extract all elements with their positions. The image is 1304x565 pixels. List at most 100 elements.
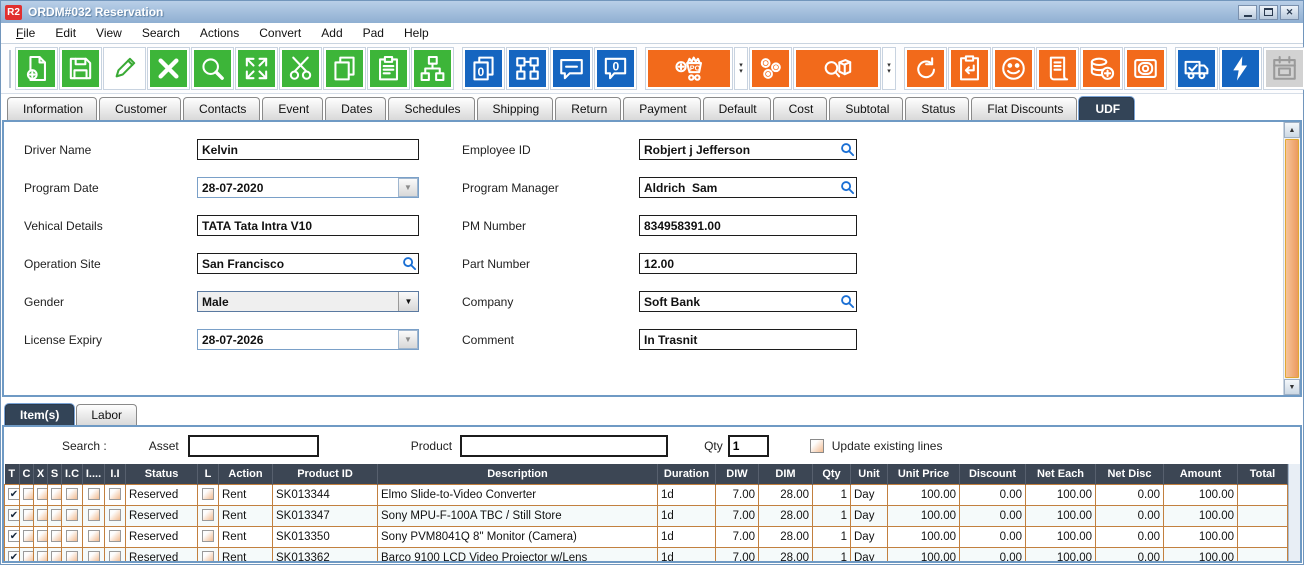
cell-i_c[interactable] [61,546,83,561]
row-checkbox-c[interactable] [23,509,33,522]
search-icon[interactable] [191,47,234,90]
column-header-c[interactable]: C [19,464,34,484]
maximize-button[interactable] [1259,4,1278,20]
column-header-net_each[interactable]: Net Each [1025,464,1096,484]
row-checkbox-c[interactable] [23,488,33,501]
tab-udf[interactable]: UDF [1079,97,1135,120]
row-checkbox-s[interactable] [51,488,61,501]
table-row[interactable]: ✔ Reserved Rent SK013347 Sony MPU-F-100A TBC… [4,504,1288,527]
chevron-down-icon[interactable]: ▼ [398,330,418,349]
row-checkbox-i_c[interactable] [66,509,78,522]
row-checkbox-i_dots[interactable] [87,488,100,501]
grid-scrollbar[interactable] [1288,464,1300,561]
cell-l[interactable] [197,546,219,561]
tab-customer[interactable]: Customer [99,97,182,120]
menu-item-help[interactable]: Help [403,26,429,40]
copy-icon[interactable] [323,47,366,90]
column-header-qty[interactable]: Qty [812,464,851,484]
tab-labor[interactable]: Labor [76,404,138,425]
row-checkbox-l[interactable] [202,551,214,561]
cell-c[interactable] [19,483,34,506]
menu-item-edit[interactable]: Edit [55,26,77,40]
cell-i_c[interactable] [61,483,83,506]
cell-c[interactable] [19,504,34,527]
receipt-icon[interactable] [1036,47,1079,90]
column-header-i_c[interactable]: I.C [61,464,83,484]
vehical-details-field[interactable]: TATA Tata Intra V10 [197,215,419,236]
column-header-l[interactable]: L [197,464,219,484]
row-checkbox-x[interactable] [37,509,47,522]
row-checkbox-x[interactable] [37,530,47,543]
row-checkbox-i_dots[interactable] [87,509,100,522]
row-checkbox-i_c[interactable] [66,530,78,543]
table-row[interactable]: ✔ Reserved Rent SK013350 Sony PVM8041Q 8" Mo… [4,525,1288,548]
scroll-down-icon[interactable]: ▼ [1284,379,1300,395]
menu-item-add[interactable]: Add [321,26,343,40]
smiley-icon[interactable] [992,47,1035,90]
tab-information[interactable]: Information [7,97,98,120]
scroll-up-icon[interactable]: ▲ [1284,122,1300,138]
row-checkbox-c[interactable] [23,530,33,543]
column-header-amount[interactable]: Amount [1163,464,1238,484]
cell-i_i[interactable] [104,483,126,506]
cell-i_i[interactable] [104,546,126,561]
cell-l[interactable] [197,525,219,548]
menu-item-view[interactable]: View [96,26,122,40]
row-checkbox-l[interactable] [202,530,214,543]
column-header-i_i[interactable]: I.I [104,464,126,484]
tab-payment[interactable]: Payment [623,97,701,120]
sitemap-icon[interactable] [506,47,549,90]
tab-contacts[interactable]: Contacts [183,97,261,120]
comment-field[interactable]: In Trasnit [639,329,857,350]
tab-dates[interactable]: Dates [325,97,387,120]
row-checkbox-t[interactable]: ✔ [8,551,19,561]
column-header-unit_price[interactable]: Unit Price [887,464,960,484]
table-row[interactable]: ✔ Reserved Rent SK013344 Elmo Slide-to-Video… [4,483,1288,506]
cell-i_dots[interactable] [82,504,105,527]
cut-icon[interactable] [279,47,322,90]
cell-l[interactable] [197,504,219,527]
column-header-description[interactable]: Description [377,464,658,484]
column-header-product_id[interactable]: Product ID [272,464,378,484]
delete-icon[interactable] [147,47,190,90]
add-coins-icon[interactable] [1080,47,1123,90]
chat-zero-icon[interactable]: 0 [594,47,637,90]
lightning-icon[interactable] [1219,47,1262,90]
search-product-icon[interactable] [793,47,881,90]
column-header-discount[interactable]: Discount [959,464,1026,484]
search-lookup-icon[interactable] [838,141,856,159]
cell-t[interactable]: ✔ [4,504,20,527]
product-search-input[interactable] [460,434,669,457]
license-expiry-field[interactable]: 28-07-2026 ▼ [197,329,419,350]
tab-return[interactable]: Return [555,97,622,120]
menu-item-pad[interactable]: Pad [362,26,384,40]
column-header-duration[interactable]: Duration [657,464,716,484]
form-scrollbar[interactable]: ▲ ▼ [1283,122,1300,395]
dropdown-arrows-icon[interactable]: ▾ ▾ [882,47,896,90]
row-checkbox-i_dots[interactable] [87,551,100,561]
row-checkbox-l[interactable] [202,509,214,522]
row-checkbox-i_dots[interactable] [87,530,100,543]
row-checkbox-x[interactable] [37,488,47,501]
cell-s[interactable] [47,504,62,527]
row-checkbox-t[interactable]: ✔ [8,488,19,501]
cell-s[interactable] [47,483,62,506]
comment-icon[interactable] [550,47,593,90]
minimize-button[interactable] [1238,4,1257,20]
row-checkbox-s[interactable] [51,530,61,543]
cell-s[interactable] [47,525,62,548]
edit-pencil-icon[interactable] [103,47,146,90]
row-checkbox-t[interactable]: ✔ [8,530,19,543]
chevron-down-icon[interactable]: ▼ [398,292,418,311]
row-checkbox-s[interactable] [51,551,61,561]
program-date-field[interactable]: 28-07-2020 ▼ [197,177,419,198]
cell-i_dots[interactable] [82,525,105,548]
row-checkbox-i_i[interactable] [109,530,121,543]
cell-t[interactable]: ✔ [4,546,20,561]
gears-icon[interactable] [749,47,792,90]
search-lookup-icon[interactable] [400,255,418,273]
toolbar-gripper[interactable] [9,49,11,88]
maximize-arrows-icon[interactable] [235,47,278,90]
company-field[interactable]: Soft Bank [639,291,857,312]
redo-arrow-icon[interactable] [904,47,947,90]
